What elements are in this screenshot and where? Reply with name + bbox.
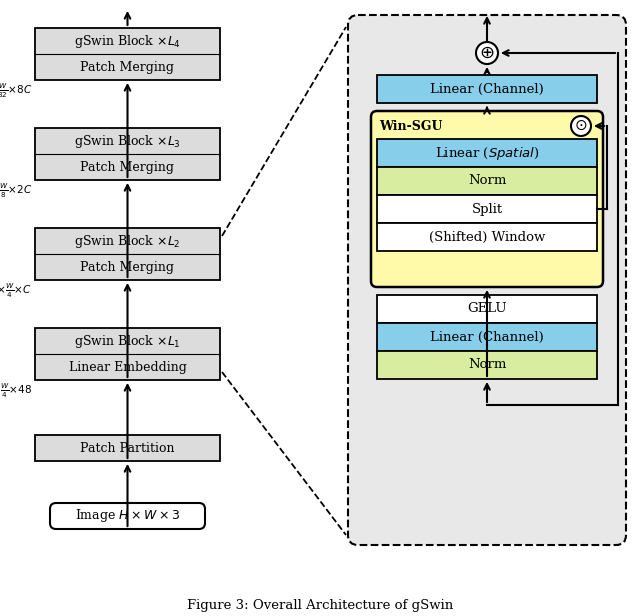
- Text: $\frac{H}{4}{\times}\frac{W}{4}{\times}48$: $\frac{H}{4}{\times}\frac{W}{4}{\times}4…: [0, 382, 32, 400]
- Text: gSwin Block $\times L_4$: gSwin Block $\times L_4$: [74, 33, 181, 49]
- Text: Figure 3: Overall Architecture of gSwin: Figure 3: Overall Architecture of gSwin: [187, 599, 453, 612]
- Text: Win-SGU: Win-SGU: [379, 120, 442, 132]
- FancyBboxPatch shape: [50, 503, 205, 529]
- Circle shape: [476, 42, 498, 64]
- Text: Linear (Channel): Linear (Channel): [430, 83, 544, 95]
- Text: Patch Partition: Patch Partition: [80, 442, 175, 455]
- Text: $\frac{H}{8}{\times}\frac{W}{8}{\times}2C$: $\frac{H}{8}{\times}\frac{W}{8}{\times}2…: [0, 182, 32, 200]
- Bar: [377, 139, 597, 167]
- Bar: [377, 351, 597, 379]
- Text: Patch Merging: Patch Merging: [81, 161, 175, 174]
- Text: gSwin Block $\times L_3$: gSwin Block $\times L_3$: [74, 132, 181, 150]
- Text: Linear (Channel): Linear (Channel): [430, 331, 544, 344]
- Bar: [35, 28, 220, 80]
- Bar: [35, 228, 220, 280]
- Text: Patch Merging: Patch Merging: [81, 60, 175, 73]
- Circle shape: [571, 116, 591, 136]
- Bar: [377, 295, 597, 323]
- Bar: [35, 328, 220, 380]
- Text: $\frac{H}{32}{\times}\frac{W}{32}{\times}8C$: $\frac{H}{32}{\times}\frac{W}{32}{\times…: [0, 82, 32, 100]
- Text: (Shifted) Window: (Shifted) Window: [429, 230, 545, 243]
- Bar: [377, 323, 597, 351]
- FancyBboxPatch shape: [348, 15, 626, 545]
- Bar: [35, 435, 220, 461]
- Text: Patch Merging: Patch Merging: [81, 261, 175, 274]
- Text: Image $H\times W\times 3$: Image $H\times W\times 3$: [75, 508, 180, 524]
- Text: Norm: Norm: [468, 359, 506, 371]
- Text: $\oplus$: $\oplus$: [479, 44, 495, 62]
- Text: $\odot$: $\odot$: [574, 119, 588, 133]
- Bar: [35, 128, 220, 180]
- Text: Linear Embedding: Linear Embedding: [68, 360, 186, 373]
- Text: Norm: Norm: [468, 174, 506, 187]
- Text: Split: Split: [472, 203, 502, 216]
- Text: GELU: GELU: [467, 302, 507, 315]
- Bar: [377, 75, 597, 103]
- FancyBboxPatch shape: [371, 111, 603, 287]
- Bar: [377, 195, 597, 223]
- Text: gSwin Block $\times L_1$: gSwin Block $\times L_1$: [74, 333, 181, 349]
- Bar: [377, 223, 597, 251]
- Text: Linear ($\it{Spatial}$): Linear ($\it{Spatial}$): [435, 145, 540, 161]
- Bar: [377, 167, 597, 195]
- Text: gSwin Block $\times L_2$: gSwin Block $\times L_2$: [74, 232, 180, 249]
- Text: $\frac{H}{4}{\times}\frac{W}{4}{\times}C$: $\frac{H}{4}{\times}\frac{W}{4}{\times}C…: [0, 282, 32, 301]
